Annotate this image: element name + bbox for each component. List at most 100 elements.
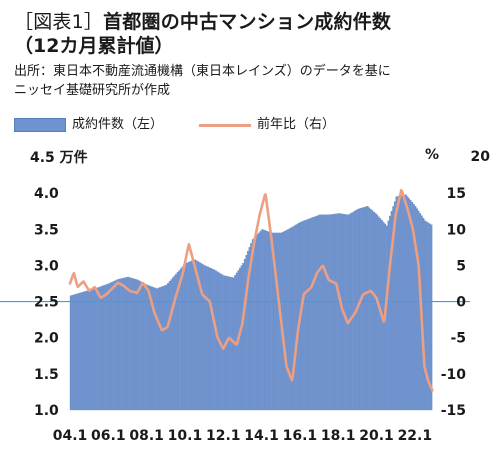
bar-193 (377, 216, 380, 411)
bar-54 (156, 288, 158, 411)
y-right-ticks: 20 15 10 5 0 -5 -10 -15 (441, 149, 491, 419)
y-right-tick-label: -5 (450, 331, 466, 347)
bar-204 (395, 196, 398, 411)
bar-91 (215, 270, 217, 411)
bar-46 (143, 283, 145, 411)
bar-152 (312, 217, 315, 411)
bar-117 (256, 234, 259, 411)
bar-214 (411, 202, 414, 411)
bar-181 (358, 208, 361, 411)
x-tick-label: 06.1 (91, 428, 126, 444)
bar-208 (401, 195, 404, 411)
bar-205 (397, 196, 399, 411)
bar-0 (69, 295, 72, 411)
bar-149 (307, 218, 310, 411)
bar-57 (160, 286, 163, 411)
bar-207 (400, 195, 402, 411)
bar-56 (159, 287, 161, 411)
x-tick-label: 04.1 (53, 428, 88, 444)
bar-95 (221, 274, 224, 411)
x-ticks: 04.1 06.1 08.1 10.1 12.1 14.1 16.1 18.1 20.1 22.1 (53, 428, 432, 444)
bar-19 (100, 286, 102, 411)
bar-84 (203, 265, 206, 411)
y-right-tick-label: 20 (471, 149, 491, 165)
bar-151 (310, 217, 313, 411)
bar-146 (302, 220, 305, 411)
x-tick-label: 20.1 (359, 428, 394, 444)
bar-165 (333, 213, 335, 411)
bar-114 (251, 239, 254, 411)
legend-bar-swatch (14, 118, 66, 132)
bar-39 (132, 278, 134, 411)
bar-136 (286, 229, 289, 411)
bar-190 (373, 211, 375, 411)
chart-title: ［図表1］首都圏の中古マンション成約件数 (14, 10, 391, 34)
y-left-ticks: 4.0 3.5 3.0 2.5 2.0 1.5 1.0 (34, 186, 59, 419)
bar-51 (151, 286, 153, 411)
bar-55 (157, 287, 160, 411)
bar-119 (259, 230, 262, 411)
x-tick-label: 22.1 (398, 428, 433, 444)
bar-199 (387, 220, 390, 411)
bar-79 (195, 260, 198, 411)
bar-69 (180, 268, 182, 411)
bar-81 (199, 262, 201, 411)
bar-145 (301, 221, 303, 411)
bar-118 (258, 232, 260, 411)
bar-111 (247, 251, 249, 411)
bar-64 (172, 277, 174, 411)
bar-47 (144, 283, 147, 411)
x-tick-label: 12.1 (206, 428, 241, 444)
bar-162 (328, 214, 331, 411)
bar-2 (73, 294, 75, 411)
y-left-tick-label: 2.0 (34, 331, 59, 347)
bar-17 (96, 287, 99, 411)
bar-184 (363, 206, 366, 411)
bar-189 (371, 210, 374, 411)
bar-88 (210, 268, 212, 411)
legend-line-swatch (199, 123, 252, 127)
bar-37 (128, 277, 131, 411)
bar-107 (240, 265, 243, 411)
bar-61 (167, 282, 169, 411)
bar-125 (269, 232, 272, 411)
bar-7 (81, 292, 83, 411)
legend-bar-label: 成約件数（左） (72, 117, 164, 132)
bar-82 (200, 263, 203, 411)
bar-10 (85, 290, 88, 411)
bar-90 (213, 269, 216, 411)
bar-30 (117, 279, 120, 411)
bar-120 (261, 229, 264, 411)
bar-113 (250, 243, 252, 411)
bar-20 (101, 285, 104, 411)
bar-183 (362, 207, 364, 411)
bar-22 (104, 284, 107, 411)
y-right-tick-label: 10 (447, 222, 467, 238)
bar-40 (133, 278, 136, 411)
source-note: 出所：東日本不動産流通機構（東日本レインズ）のデータを基に ニッセイ基礎研究所が… (14, 62, 484, 100)
bar-80 (197, 261, 200, 411)
bar-156 (318, 214, 321, 411)
bar-89 (211, 268, 214, 411)
bar-174 (347, 214, 350, 411)
bar-141 (294, 224, 297, 411)
bar-186 (366, 205, 369, 411)
y-right-tick-label: -15 (441, 403, 466, 419)
bar-126 (271, 232, 273, 411)
bar-221 (422, 218, 425, 411)
bar-160 (325, 214, 327, 411)
bar-135 (285, 230, 287, 411)
bar-215 (413, 204, 415, 411)
bar-123 (266, 230, 268, 411)
bar-173 (346, 214, 348, 411)
x-tick-label: 16.1 (283, 428, 318, 444)
bar-108 (242, 263, 244, 411)
bar-112 (248, 247, 251, 411)
bar-155 (317, 215, 319, 411)
y-right-tick-label: 0 (456, 295, 466, 311)
bar-96 (223, 275, 225, 411)
bar-224 (427, 222, 430, 411)
bar-26 (111, 281, 113, 411)
bar-121 (263, 229, 265, 411)
y-right-tick-label: 15 (447, 186, 466, 202)
